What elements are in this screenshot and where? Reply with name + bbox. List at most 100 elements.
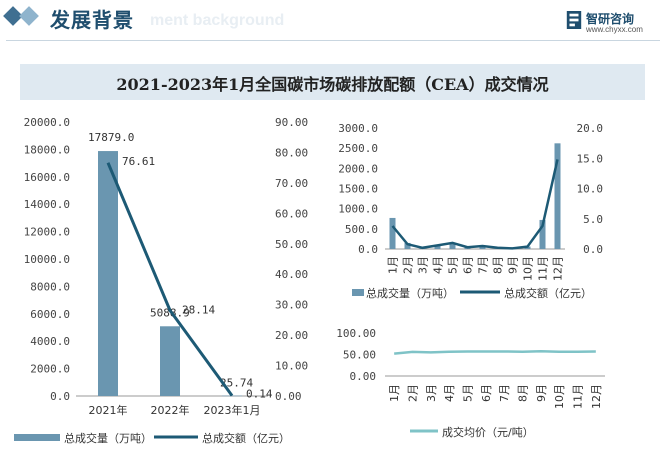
left-axis-tick: 50.00 bbox=[343, 349, 376, 362]
right-axis-tick: 90.00 bbox=[275, 116, 308, 129]
x-axis-tick: 12月 bbox=[552, 256, 565, 281]
left-axis-tick: 18000.0 bbox=[24, 143, 70, 156]
bar-data-label: 17879.0 bbox=[88, 131, 134, 144]
section-title: 发展背景 bbox=[50, 8, 134, 32]
chart-banner: 2021-2023年1月全国碳市场碳排放配额（CEA）成交情况 bbox=[20, 64, 645, 100]
x-axis-tick: 6月 bbox=[462, 256, 475, 274]
x-axis-tick: 5月 bbox=[447, 256, 460, 274]
bar bbox=[434, 244, 441, 249]
x-axis-tick: 7月 bbox=[498, 384, 511, 402]
x-axis-tick: 12月 bbox=[590, 384, 603, 409]
x-axis-tick: 1月 bbox=[387, 256, 400, 274]
legend-label: 总成交额（亿元） bbox=[202, 431, 290, 445]
legend-label: 总成交额（亿元） bbox=[504, 286, 592, 300]
left-axis-tick: 0.0 bbox=[50, 390, 70, 403]
left-axis-tick: 8000.0 bbox=[30, 280, 70, 293]
x-axis-tick: 1月 bbox=[388, 384, 401, 402]
right-axis-tick: 50.00 bbox=[275, 238, 308, 251]
section-subtitle: ment background bbox=[150, 12, 285, 29]
x-axis-tick: 2月 bbox=[407, 384, 420, 402]
brand-name: 智研咨询 bbox=[586, 12, 635, 26]
x-axis-tick: 8月 bbox=[492, 256, 505, 274]
bar-data-label: 25.74 bbox=[220, 377, 253, 390]
legend-label: 总成交量（万吨） bbox=[366, 286, 454, 300]
x-axis-tick: 3月 bbox=[417, 256, 430, 274]
left-axis-tick: 2000.0 bbox=[30, 363, 70, 376]
left-axis-tick: 2000.0 bbox=[338, 162, 378, 175]
left-axis-tick: 1500.0 bbox=[338, 183, 378, 196]
right-axis-tick: 0.0 bbox=[583, 243, 603, 256]
right-axis-tick: 0.00 bbox=[275, 390, 302, 403]
bar bbox=[539, 219, 546, 249]
x-axis-tick: 5月 bbox=[462, 384, 475, 402]
x-axis-tick: 10月 bbox=[553, 384, 566, 409]
line-data-label: 0.14 bbox=[246, 388, 273, 401]
line-series-amount bbox=[106, 162, 234, 397]
left-axis-tick: 6000.0 bbox=[30, 308, 70, 321]
left-axis-tick: 100.00 bbox=[336, 327, 376, 340]
legend-bar-swatch bbox=[14, 434, 60, 441]
right-axis-tick: 10.0 bbox=[577, 183, 604, 196]
right-axis-tick: 80.00 bbox=[275, 146, 308, 159]
x-axis-tick: 8月 bbox=[517, 384, 530, 402]
x-axis-tick: 2月 bbox=[402, 256, 415, 274]
right-axis-tick: 10.00 bbox=[275, 360, 308, 373]
x-axis-tick: 2022年 bbox=[151, 403, 190, 417]
right-axis-tick: 20.0 bbox=[577, 122, 604, 135]
left-axis-tick: 4000.0 bbox=[30, 335, 70, 348]
right-axis-tick: 20.00 bbox=[275, 329, 308, 342]
x-axis-tick: 2021年 bbox=[89, 403, 128, 417]
bar bbox=[479, 245, 486, 249]
legend-label: 成交均价（元/吨） bbox=[442, 425, 534, 439]
left-axis-tick: 0.00 bbox=[350, 370, 377, 383]
line-data-label: 28.14 bbox=[182, 303, 215, 316]
page-header: 发展背景 ment background bbox=[0, 0, 666, 42]
x-axis-tick: 11月 bbox=[572, 384, 585, 409]
line-data-label: 76.61 bbox=[122, 155, 155, 168]
legend-label: 总成交量（万吨） bbox=[64, 431, 152, 445]
legend-bar-swatch bbox=[352, 289, 364, 296]
header-divider bbox=[6, 40, 660, 41]
bar-data-label: 5088.9 bbox=[150, 306, 190, 319]
right-axis-tick: 30.00 bbox=[275, 299, 308, 312]
right-axis-tick: 40.00 bbox=[275, 268, 308, 281]
x-axis-tick: 6月 bbox=[480, 384, 493, 402]
left-axis-tick: 20000.0 bbox=[24, 116, 70, 129]
x-axis-tick: 4月 bbox=[443, 384, 456, 402]
x-axis-tick: 9月 bbox=[507, 256, 520, 274]
left-axis-tick: 500.0 bbox=[345, 223, 378, 236]
bar bbox=[98, 151, 118, 396]
x-axis-tick: 3月 bbox=[425, 384, 438, 402]
left-axis-tick: 10000.0 bbox=[24, 253, 70, 266]
bar bbox=[222, 395, 242, 397]
x-axis-tick: 11月 bbox=[537, 256, 550, 281]
line-series-price bbox=[394, 350, 596, 355]
right-axis-tick: 60.00 bbox=[275, 207, 308, 220]
bar bbox=[389, 217, 396, 249]
left-axis-tick: 2500.0 bbox=[338, 142, 378, 155]
x-axis-tick: 7月 bbox=[477, 256, 490, 274]
left-axis-tick: 0.0 bbox=[358, 243, 378, 256]
left-axis-tick: 1000.0 bbox=[338, 203, 378, 216]
line-series-amount bbox=[391, 159, 559, 250]
x-axis-tick: 2023年1月 bbox=[204, 403, 261, 417]
brand-url: www.chyxx.com bbox=[586, 25, 643, 34]
x-axis-tick: 9月 bbox=[535, 384, 548, 402]
left-axis-tick: 12000.0 bbox=[24, 226, 70, 239]
bar bbox=[449, 242, 456, 249]
right-axis-tick: 70.00 bbox=[275, 177, 308, 190]
left-axis-tick: 14000.0 bbox=[24, 198, 70, 211]
bar bbox=[404, 242, 411, 249]
x-axis-tick: 4月 bbox=[432, 256, 445, 274]
left-axis-tick: 16000.0 bbox=[24, 171, 70, 184]
chart-title: 2021-2023年1月全国碳市场碳排放配额（CEA）成交情况 bbox=[116, 75, 549, 94]
brand-logo: 智研咨询 www.chyxx.com bbox=[566, 8, 662, 38]
right-axis-tick: 15.0 bbox=[577, 152, 604, 165]
x-axis-tick: 10月 bbox=[522, 256, 535, 281]
left-axis-tick: 3000.0 bbox=[338, 122, 378, 135]
bar bbox=[554, 143, 561, 249]
right-axis-tick: 5.0 bbox=[583, 213, 603, 226]
bar bbox=[160, 326, 180, 396]
brand-logo-icon bbox=[566, 11, 582, 29]
